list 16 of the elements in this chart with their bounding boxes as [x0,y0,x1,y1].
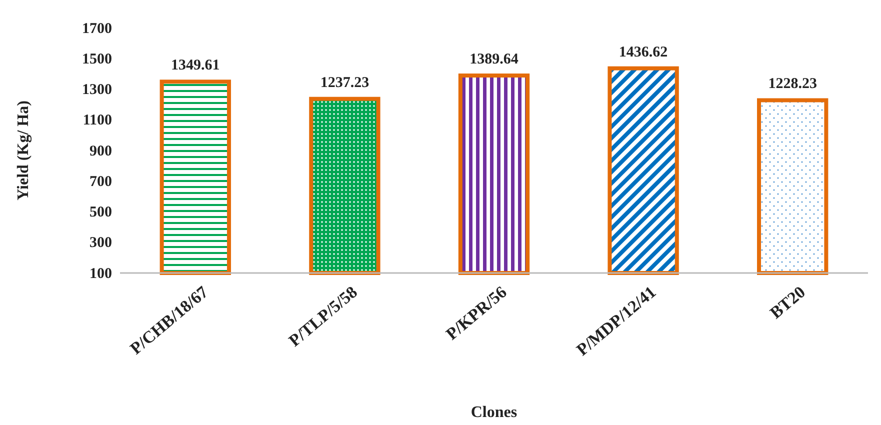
y-tick-label: 1300 [82,82,112,98]
y-tick-label: 1700 [82,20,112,37]
y-tick-label: 1500 [82,51,112,68]
y-tick-label: 100 [90,266,112,282]
data-label: 1349.61 [171,58,220,74]
y-axis-title: Yield (Kg/ Ha) [15,100,32,200]
y-tick-label: 500 [90,204,112,221]
data-label: 1237.23 [320,74,370,91]
data-label: 1389.64 [470,52,519,68]
y-tick-label: 700 [90,174,112,190]
y-tick-label: 900 [90,143,112,160]
y-tick-label: 300 [90,235,112,252]
data-label: 1228.23 [768,76,817,92]
y-tick-label: 1100 [82,112,112,129]
data-label: 1436.62 [618,44,668,60]
x-axis-title: Clones [470,404,518,421]
